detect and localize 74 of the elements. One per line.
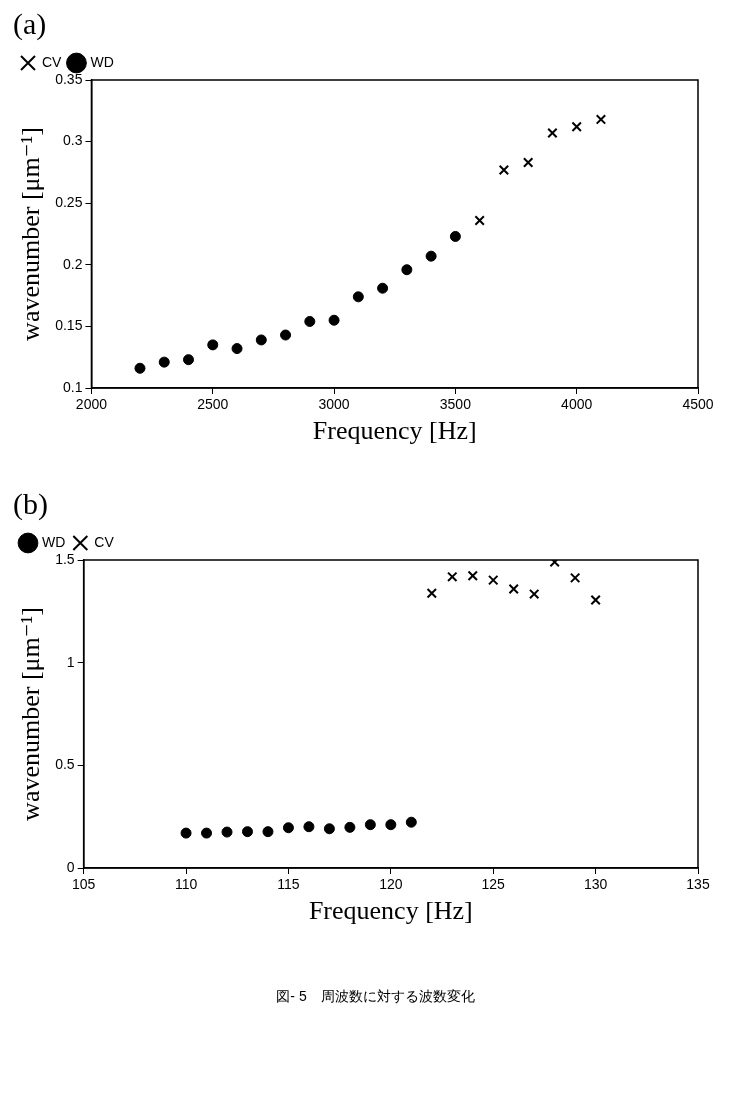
point — [474, 215, 485, 226]
point — [231, 343, 243, 355]
x-axis-title: Frequency [Hz] — [312, 416, 477, 446]
point — [377, 282, 389, 294]
y-tick-label: 0.15 — [55, 317, 83, 334]
point — [569, 572, 581, 584]
y-axis-title: wavenumber [μm⁻¹] — [16, 127, 46, 341]
point — [401, 264, 413, 276]
point — [344, 821, 356, 833]
chart-title: (a) — [13, 6, 47, 41]
y-tick-label: 1.5 — [55, 550, 75, 567]
y-tick-label: 0.2 — [62, 255, 83, 272]
legend-label: WD — [42, 533, 66, 550]
y-tick-label: 0.5 — [55, 756, 75, 773]
point — [571, 121, 582, 133]
x-tick-label: 105 — [71, 876, 96, 893]
point — [498, 164, 510, 176]
point — [590, 594, 601, 606]
x-tick-label: 2500 — [197, 396, 229, 413]
point — [447, 571, 458, 583]
point — [134, 362, 146, 374]
point — [201, 827, 213, 839]
point — [467, 570, 478, 582]
point — [221, 826, 233, 838]
x-tick-label: 110 — [174, 876, 198, 893]
x-tick-label: 115 — [277, 876, 300, 893]
point — [385, 819, 397, 831]
point — [425, 250, 437, 262]
point — [323, 823, 335, 835]
legend-label: CV — [42, 53, 63, 70]
point — [241, 826, 253, 838]
point — [183, 354, 194, 366]
point — [282, 822, 294, 834]
y-tick-label: 0.3 — [62, 132, 83, 149]
point — [158, 356, 170, 368]
point — [405, 816, 417, 828]
x-tick-label: 3000 — [318, 396, 350, 413]
x-tick-label: 135 — [686, 876, 710, 893]
x-tick-label: 4000 — [561, 396, 593, 413]
x-tick-label: 125 — [481, 876, 506, 893]
point — [207, 339, 219, 351]
x-tick-label: 3500 — [439, 396, 472, 413]
x-tick-label: 120 — [379, 876, 403, 893]
point — [255, 334, 267, 346]
point — [595, 114, 607, 125]
point — [364, 819, 376, 831]
x-tick-label: 2000 — [75, 396, 108, 413]
point — [449, 230, 461, 242]
point — [262, 826, 274, 838]
point — [328, 314, 340, 326]
point — [304, 315, 316, 327]
text: 図- 5 周波数に対する波数変化 — [275, 988, 476, 1006]
y-tick-label: 0.35 — [55, 70, 83, 87]
y-axis-title: wavenumber [μm⁻¹] — [16, 607, 46, 821]
legend-label: CV — [94, 533, 115, 550]
point — [508, 583, 519, 595]
chart-title: (b) — [13, 486, 48, 521]
point — [280, 329, 292, 341]
x-tick-label: 130 — [583, 876, 608, 893]
point — [528, 588, 540, 600]
point — [303, 821, 315, 833]
y-tick-label: 0 — [66, 858, 75, 875]
legend-label: WD — [90, 53, 114, 70]
point — [522, 157, 534, 168]
point — [180, 827, 192, 839]
point — [426, 588, 438, 599]
point — [547, 127, 558, 139]
y-tick-label: 1 — [66, 653, 75, 670]
x-tick-label: 4500 — [682, 396, 714, 413]
point — [487, 574, 499, 586]
y-tick-label: 0.1 — [62, 378, 83, 395]
y-tick-label: 0.25 — [55, 194, 83, 211]
x-axis-title: Frequency [Hz] — [308, 896, 473, 926]
point — [352, 291, 364, 303]
